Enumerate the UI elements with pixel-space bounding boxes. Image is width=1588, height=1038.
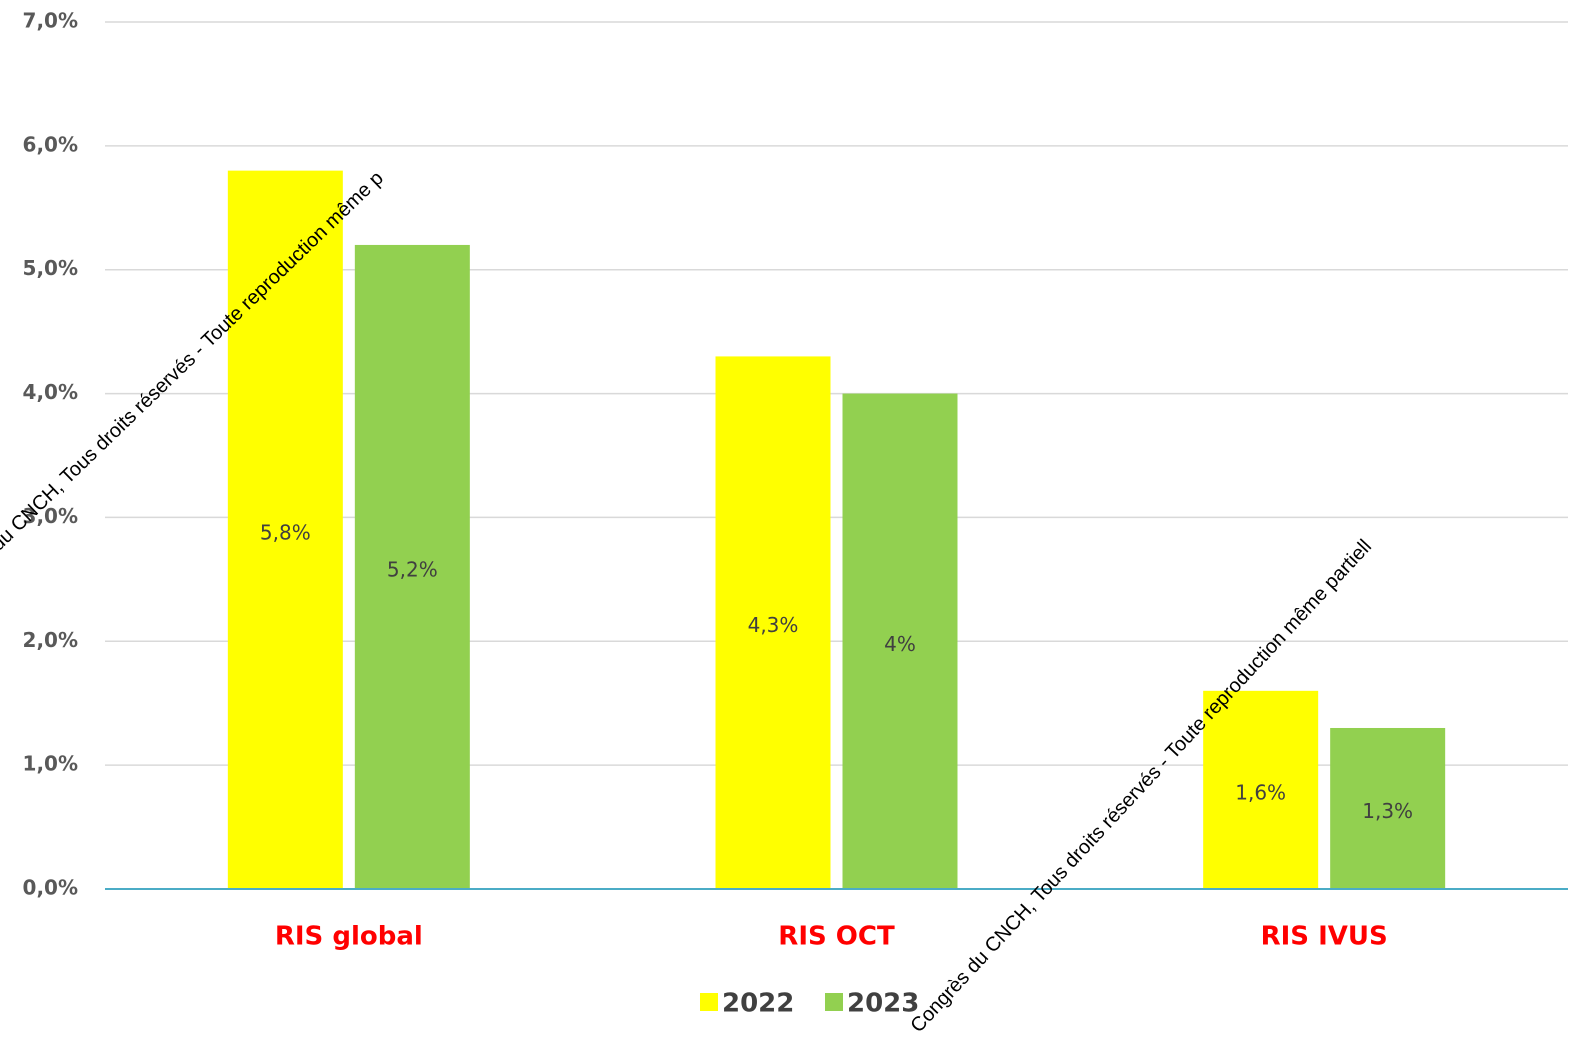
data-label: 5,2%: [387, 557, 438, 581]
legend-label: 2023: [847, 989, 919, 1019]
data-label: 5,8%: [260, 520, 311, 544]
chart: 0,0%1,0%2,0%3,0%4,0%5,0%6,0%7,0%RIS glob…: [0, 0, 1588, 1038]
x-tick-label: RIS global: [275, 922, 423, 952]
legend-swatch: [700, 993, 718, 1011]
legend-swatch: [825, 993, 843, 1011]
y-tick-label: 0,0%: [23, 876, 78, 900]
data-label: 1,3%: [1362, 799, 1413, 823]
data-label: 4%: [884, 632, 916, 656]
y-tick-label: 2,0%: [23, 628, 78, 652]
y-tick-label: 7,0%: [23, 9, 78, 33]
x-tick-label: RIS IVUS: [1261, 922, 1388, 952]
y-tick-label: 6,0%: [23, 132, 78, 156]
y-tick-label: 1,0%: [23, 752, 78, 776]
data-label: 1,6%: [1235, 780, 1286, 804]
y-tick-label: 4,0%: [23, 380, 78, 404]
legend-label: 2022: [722, 989, 794, 1019]
data-label: 4,3%: [748, 613, 799, 637]
y-tick-label: 5,0%: [23, 256, 78, 280]
x-tick-label: RIS OCT: [778, 922, 895, 952]
